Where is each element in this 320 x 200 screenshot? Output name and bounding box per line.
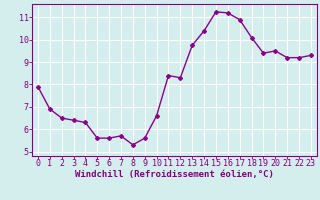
X-axis label: Windchill (Refroidissement éolien,°C): Windchill (Refroidissement éolien,°C) (75, 170, 274, 179)
